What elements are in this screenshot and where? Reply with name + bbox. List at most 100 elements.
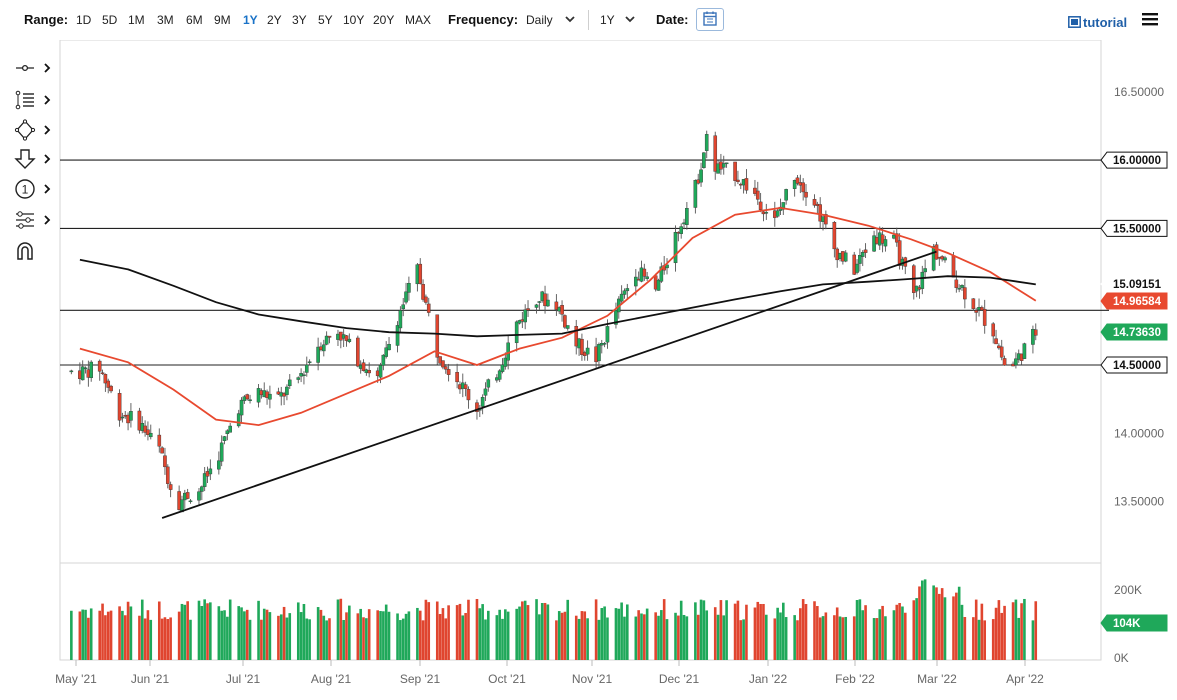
volume-bar [952,596,955,660]
range-button-6m[interactable]: 6M [186,13,203,27]
candle-body [441,360,445,368]
candle-body [160,447,164,454]
candle-body [537,301,542,303]
tool-arrow-down[interactable] [14,147,54,171]
range-button-3y[interactable]: 3Y [292,13,307,27]
volume-bar [146,610,150,660]
range-button-5d[interactable]: 5D [102,13,118,27]
range-button-1m[interactable]: 1M [128,13,145,27]
time-tick-label: Feb '22 [835,672,875,686]
range-button-5y[interactable]: 5Y [318,13,333,27]
volume-bar [623,616,626,660]
ma50-price-tag: 14.96584 [1100,292,1168,310]
range-button-1d[interactable]: 1D [76,13,92,27]
tool-shape[interactable] [14,118,54,142]
candle-body [704,134,709,151]
volume-bar [722,615,726,660]
candle-body [951,255,956,278]
volume-bar [118,606,121,660]
volume-bar [540,603,544,660]
range-button-10y[interactable]: 10Y [343,13,365,27]
tool-magnet[interactable] [14,239,54,263]
tool-fibonacci[interactable] [14,88,54,112]
tool-numbered-marker[interactable]: 1 [14,177,54,201]
candle-body [129,411,133,421]
volume-bar [694,602,697,660]
volume-bar [217,606,221,660]
candle-body [994,338,998,345]
volume-bar [322,615,326,660]
range-button-2y[interactable]: 2Y [267,13,282,27]
volume-bar [518,606,521,660]
volume-bar [957,586,961,660]
volume-bar [705,610,709,660]
volume-bar [438,614,442,660]
hamburger-menu-icon[interactable] [1142,12,1158,26]
volume-bar [813,601,816,660]
tutorial-link[interactable]: tutorial [1068,15,1127,30]
volume-bar [78,611,82,660]
level-tag-text: 15.50000 [1113,223,1161,235]
chevron-down-icon[interactable] [623,12,637,26]
tutorial-label: tutorial [1083,15,1128,30]
volume-bar [804,604,808,660]
volume-bar [484,619,487,660]
volume-bar [974,599,978,660]
level-tag-text: 14.50000 [1113,360,1161,372]
period-select[interactable]: 1Y [600,13,615,27]
volume-bar [912,600,916,660]
volume-bar [461,615,465,660]
volume-bar [299,612,303,660]
range-button-9m[interactable]: 9M [214,13,231,27]
range-button-20y[interactable]: 20Y [373,13,395,27]
tool-sliders[interactable] [14,208,54,232]
range-button-3m[interactable]: 3M [157,13,174,27]
calendar-icon [703,11,717,26]
volume-bar [679,600,683,660]
volume-bar [892,610,896,660]
volume-bar [336,599,340,660]
candle-body [832,222,837,250]
volume-bar [674,612,677,660]
candle-body [923,268,927,273]
volume-bar [903,612,907,660]
level-tag-box [1100,151,1168,169]
chart[interactable]: 16.5000016.0000015.5000015.0000014.50000… [0,40,1177,700]
volume-bar [157,601,161,660]
crosshair-line-icon [16,64,34,72]
candle-body [792,180,797,189]
volume-bar [129,606,133,660]
volume-bar [223,610,226,660]
volume-bar [325,620,328,660]
candle-body [137,410,142,431]
sliders-icon [16,211,34,229]
level-tag-text: 16.00000 [1113,155,1161,167]
volume-bar [606,617,609,660]
volume-bar [104,615,107,660]
volume-bar [387,611,391,660]
volume-bar [620,602,623,660]
volume-bar [764,614,768,660]
chevron-down-icon[interactable] [563,12,577,26]
ma200-price-tag-text: 15.09151 [1113,279,1162,291]
range-button-max[interactable]: MAX [405,13,432,27]
candle-body [784,189,788,201]
candle-body [435,314,440,358]
volume-bar [963,617,967,660]
date-picker-button[interactable] [696,8,724,31]
candle-body [424,296,428,303]
volume-bar [444,618,448,660]
volume-bar [634,616,638,660]
volume-bar [89,608,93,660]
tool-crosshair-line[interactable] [14,56,54,80]
candle-body [843,252,848,262]
candle-body [724,162,729,165]
time-tick-label: Apr '22 [1006,672,1044,686]
candle-body [860,252,865,257]
candle-body [327,335,332,338]
frequency-select[interactable]: Daily [526,13,553,27]
volume-bar [818,617,822,660]
range-button-1y[interactable]: 1Y [243,13,258,27]
candle-body [894,233,899,243]
candle-body [656,279,661,291]
